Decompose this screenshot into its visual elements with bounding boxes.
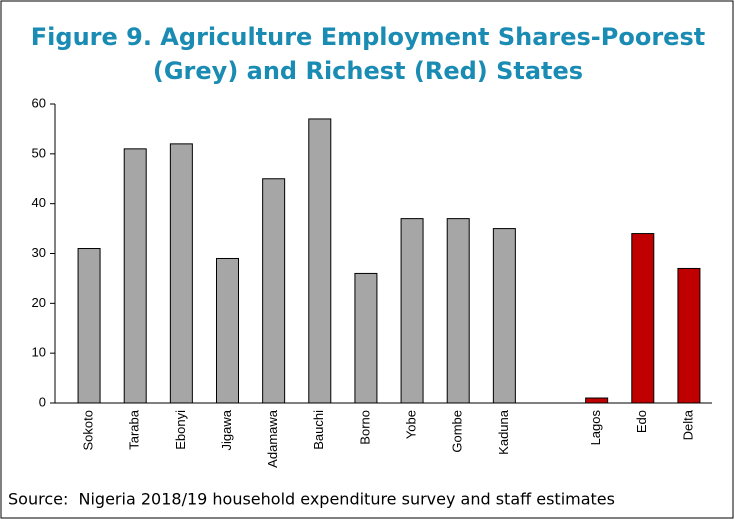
y-tick-label: 50: [32, 145, 46, 160]
x-tick-label: Ebonyi: [173, 410, 188, 450]
bar: [677, 267, 701, 404]
x-tick-label: Delta: [680, 409, 695, 440]
y-tick-label: 60: [32, 95, 46, 110]
x-tick-label: Lagos: [588, 410, 603, 446]
y-tick-label: 0: [39, 394, 46, 409]
bar: [400, 218, 424, 404]
y-tick-label: 30: [32, 245, 46, 260]
chart-title: (Grey) and Richest (Red) States: [153, 57, 583, 85]
bar: [585, 397, 609, 404]
y-tick-label: 10: [32, 345, 46, 360]
x-tick-label: Jigawa: [219, 409, 234, 450]
x-tick-label: Gombe: [450, 410, 465, 453]
bar: [123, 148, 147, 404]
bar: [308, 118, 332, 404]
source-note: Source: Nigeria 2018/19 household expend…: [8, 490, 615, 509]
x-tick-label: Yobe: [404, 410, 419, 439]
bar: [446, 218, 470, 404]
bar: [492, 228, 516, 404]
x-tick-label: Taraba: [127, 409, 142, 450]
x-tick-label: Bauchi: [311, 410, 326, 450]
bar: [169, 143, 193, 404]
bar: [262, 178, 286, 404]
x-tick-label: Edo: [634, 410, 649, 433]
bar: [216, 257, 239, 404]
x-tick-label: Adamawa: [265, 409, 280, 468]
x-tick-label: Sokoto: [81, 410, 96, 450]
bar: [77, 248, 101, 404]
bar: [631, 233, 655, 404]
chart-title: Figure 9. Agriculture Employment Shares-…: [31, 23, 705, 51]
x-tick-label: Borno: [357, 410, 372, 445]
y-tick-label: 40: [32, 195, 46, 210]
y-tick-label: 20: [32, 295, 46, 310]
x-tick-label: Kaduna: [496, 409, 511, 455]
bar: [354, 272, 378, 404]
